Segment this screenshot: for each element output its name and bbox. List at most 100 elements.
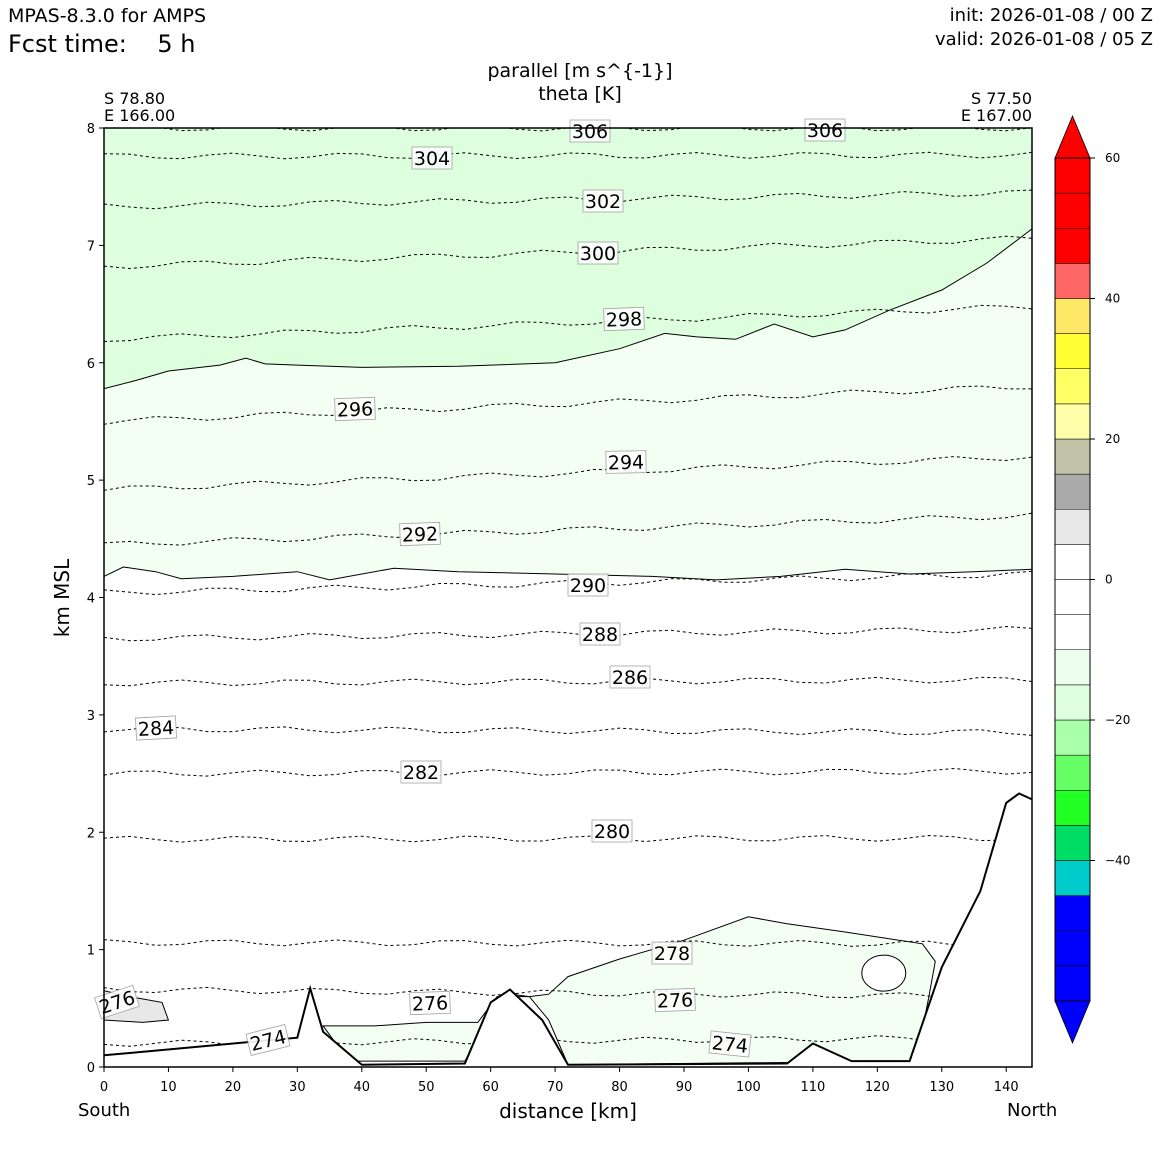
chart-title: parallel [m s^{-1}] — [487, 60, 673, 82]
colorbar-segment — [1054, 368, 1091, 405]
colorbar-segment — [1054, 544, 1091, 580]
theta-label-286-0: 286 — [609, 665, 651, 689]
y-tick-label: 3 — [87, 709, 95, 724]
terrain-fill — [104, 793, 1032, 1067]
x-tick-label: 20 — [225, 1080, 242, 1095]
theta-label-box — [411, 146, 453, 170]
theta-label-306-0: 306 — [569, 119, 611, 143]
theta-label-304-0: 304 — [411, 146, 453, 170]
x-tick-label: 80 — [611, 1080, 628, 1095]
left-point-lat: S 78.80 — [104, 89, 166, 108]
left-point-lon: E 166.00 — [104, 106, 176, 125]
theta-label-282-0: 282 — [400, 760, 442, 784]
theta-label-text: 288 — [582, 624, 618, 646]
colorbar-segment — [1054, 509, 1091, 545]
theta-label-292-0: 292 — [399, 521, 441, 547]
colorbar-segment — [1054, 825, 1091, 861]
north-label: North — [1007, 1100, 1058, 1121]
theta-label-text: 294 — [608, 452, 645, 475]
init-time: init: 2026-01-08 / 00 Z — [949, 5, 1153, 26]
theta-label-box — [654, 987, 696, 1013]
colorbar: 60 40 20 0 −20 −40 — [1054, 114, 1130, 1045]
theta-label-text: 276 — [412, 992, 449, 1015]
theta-label-298-0: 298 — [603, 306, 645, 332]
theta-label-box — [400, 760, 442, 784]
theta-label-text: 306 — [572, 121, 608, 143]
colorbar-tick-label: −40 — [1105, 854, 1130, 868]
colorbar-segment — [1054, 298, 1091, 334]
colorbar-segment — [1054, 473, 1091, 510]
theta-label-box — [579, 622, 621, 646]
theta-label-box — [609, 665, 651, 689]
shade-mid — [104, 228, 1032, 580]
theta-label-text: 296 — [337, 398, 374, 421]
chart-subtitle: theta [K] — [538, 83, 622, 105]
right-point-lon: E 167.00 — [960, 106, 1032, 125]
shade-upper — [104, 128, 1032, 389]
colorbar-under-arrow — [1054, 1000, 1091, 1045]
valid-time: valid: 2026-01-08 / 05 Z — [935, 29, 1153, 50]
y-tick-label: 8 — [87, 122, 95, 137]
model-title: MPAS-8.3.0 for AMPS — [8, 5, 207, 27]
y-tick-label: 7 — [87, 239, 95, 254]
theta-label-text: 302 — [585, 191, 621, 213]
theta-label-290-0: 290 — [567, 573, 609, 597]
colorbar-segment — [1054, 930, 1091, 967]
theta-label-box — [603, 306, 645, 332]
x-tick-label: 140 — [994, 1080, 1019, 1095]
colorbar-segment — [1054, 192, 1091, 229]
x-tick-label: 120 — [865, 1080, 890, 1095]
theta-label-text: 292 — [402, 523, 439, 546]
theta-label-box — [399, 521, 441, 547]
x-tick-label: 60 — [482, 1080, 499, 1095]
wind-contour-upper — [104, 228, 1032, 390]
colorbar-segment — [1054, 228, 1091, 264]
theta-label-text: 278 — [654, 943, 690, 965]
theta-label-box — [569, 119, 611, 143]
colorbar-segment — [1054, 263, 1091, 299]
colorbar-tick-label: 0 — [1105, 573, 1113, 587]
theta-contour-286 — [104, 676, 1032, 687]
colorbar-segment — [1054, 719, 1091, 756]
x-tick-label: 10 — [160, 1080, 177, 1095]
theta-label-box — [708, 1030, 752, 1058]
theta-contour-280 — [104, 834, 1032, 843]
wind-contour-hole — [861, 954, 907, 992]
theta-contour-284 — [104, 725, 1032, 736]
theta-label-294-0: 294 — [605, 450, 647, 475]
x-tick-label: 0 — [100, 1080, 108, 1095]
theta-label-280-0: 280 — [591, 819, 633, 843]
theta-label-box — [651, 941, 693, 965]
theta-label-288-0: 288 — [579, 622, 621, 646]
theta-label-296-0: 296 — [334, 396, 376, 422]
theta-label-box — [567, 573, 609, 597]
theta-contour-282 — [104, 767, 1032, 777]
y-tick-label: 4 — [87, 592, 95, 607]
theta-label-box — [94, 984, 140, 1020]
colorbar-tick-label: 20 — [1105, 432, 1120, 446]
theta-label-text: 280 — [594, 821, 630, 843]
theta-label-302-0: 302 — [582, 189, 624, 213]
theta-label-text: 290 — [570, 575, 606, 597]
colorbar-segment — [1054, 684, 1091, 721]
theta-label-box — [245, 1024, 291, 1056]
theta-label-box — [582, 189, 624, 213]
y-tick-label: 5 — [87, 474, 95, 489]
theta-label-box — [577, 241, 619, 265]
right-point-lat: S 77.50 — [970, 89, 1032, 108]
theta-label-300-0: 300 — [577, 241, 619, 265]
y-tick-label: 0 — [87, 1061, 95, 1076]
theta-contour-288 — [104, 625, 1032, 642]
theta-label-text: 304 — [414, 148, 450, 170]
x-axis-label: distance [km] — [499, 1099, 637, 1123]
colorbar-tick-label: −20 — [1105, 713, 1130, 727]
x-tick-label: 30 — [289, 1080, 306, 1095]
theta-label-box — [135, 715, 177, 741]
theta-label-text: 306 — [807, 120, 843, 142]
theta-label-306-1: 306 — [804, 118, 846, 142]
colorbar-segment — [1054, 649, 1091, 686]
colorbar-segment — [1054, 860, 1091, 896]
x-tick-label: 90 — [676, 1080, 693, 1095]
theta-label-text: 274 — [711, 1032, 749, 1058]
